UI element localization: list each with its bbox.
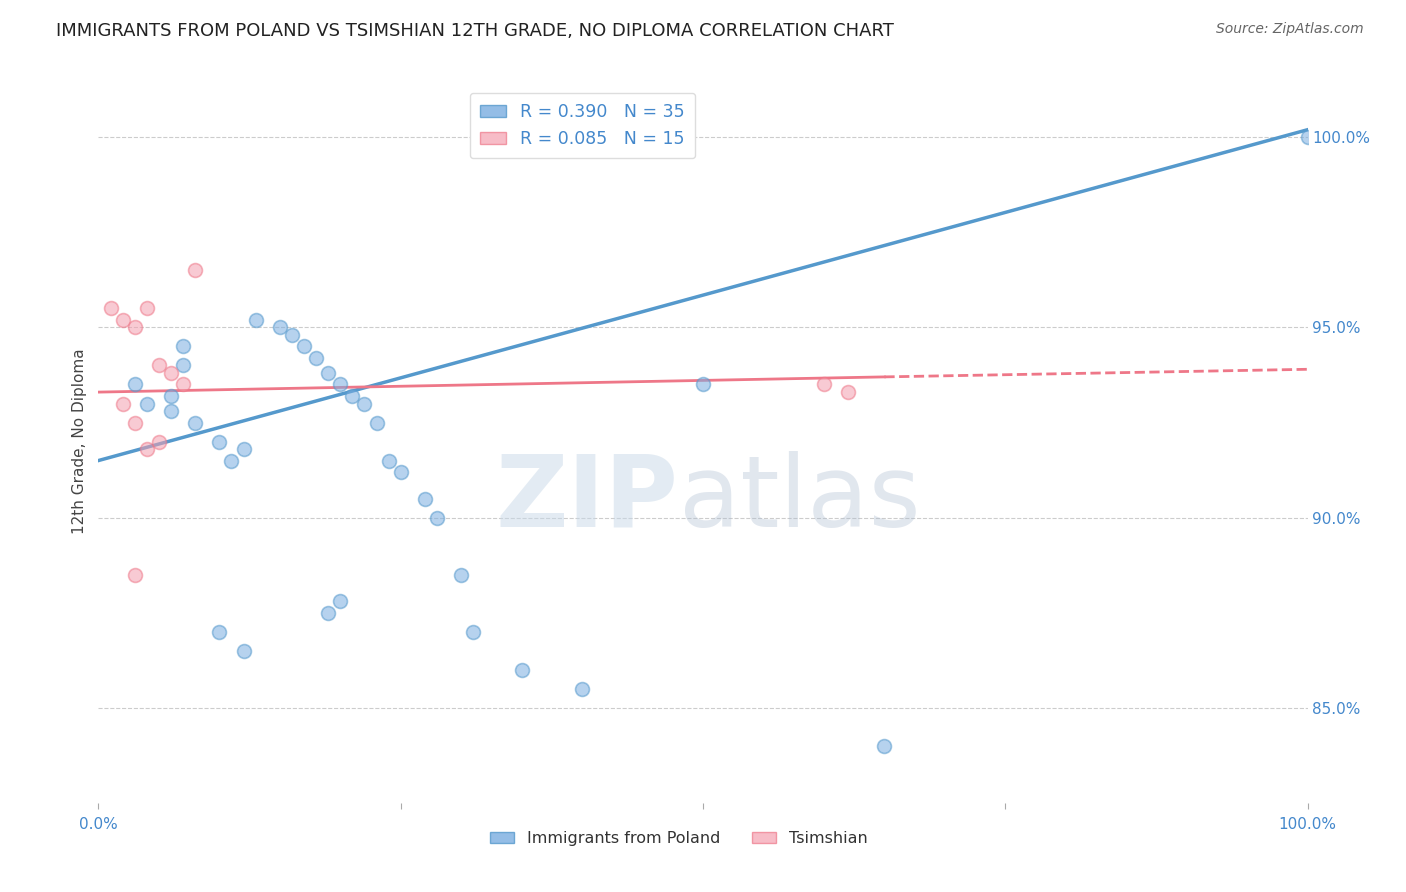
Point	[245, 313, 267, 327]
Point	[184, 263, 207, 277]
Point	[135, 442, 157, 457]
Point	[342, 389, 364, 403]
Point	[813, 377, 835, 392]
Point	[413, 491, 436, 506]
Point	[208, 624, 231, 639]
Point	[124, 320, 146, 334]
Point	[208, 434, 231, 449]
Point	[221, 453, 243, 467]
Point	[329, 594, 352, 608]
Point	[160, 404, 183, 418]
Point	[160, 389, 183, 403]
Point	[377, 453, 399, 467]
Legend: Immigrants from Poland, Tsimshian: Immigrants from Poland, Tsimshian	[484, 825, 875, 853]
Point	[873, 739, 896, 753]
Point	[124, 377, 146, 392]
Point	[329, 377, 352, 392]
Point	[692, 377, 714, 392]
Point	[571, 681, 593, 696]
Point	[135, 301, 157, 316]
Point	[1296, 130, 1319, 145]
Point	[292, 339, 315, 353]
Point	[148, 359, 170, 373]
Text: IMMIGRANTS FROM POLAND VS TSIMSHIAN 12TH GRADE, NO DIPLOMA CORRELATION CHART: IMMIGRANTS FROM POLAND VS TSIMSHIAN 12TH…	[56, 22, 894, 40]
Point	[135, 396, 157, 410]
Text: ZIP: ZIP	[496, 450, 679, 548]
Point	[366, 416, 388, 430]
Point	[172, 339, 194, 353]
Point	[837, 385, 859, 400]
Point	[111, 396, 134, 410]
Point	[269, 320, 291, 334]
Y-axis label: 12th Grade, No Diploma: 12th Grade, No Diploma	[72, 349, 87, 534]
Point	[184, 416, 207, 430]
Point	[172, 377, 194, 392]
Point	[510, 663, 533, 677]
Point	[281, 328, 304, 343]
Point	[111, 313, 134, 327]
Point	[232, 643, 254, 657]
Point	[316, 606, 339, 620]
Point	[124, 416, 146, 430]
Point	[124, 567, 146, 582]
Point	[450, 567, 472, 582]
Point	[148, 434, 170, 449]
Point	[305, 351, 328, 365]
Point	[160, 366, 183, 380]
Point	[316, 366, 339, 380]
Point	[426, 510, 449, 524]
Point	[353, 396, 375, 410]
Text: atlas: atlas	[679, 450, 921, 548]
Point	[463, 624, 485, 639]
Text: Source: ZipAtlas.com: Source: ZipAtlas.com	[1216, 22, 1364, 37]
Point	[232, 442, 254, 457]
Point	[100, 301, 122, 316]
Point	[389, 465, 412, 479]
Point	[172, 359, 194, 373]
